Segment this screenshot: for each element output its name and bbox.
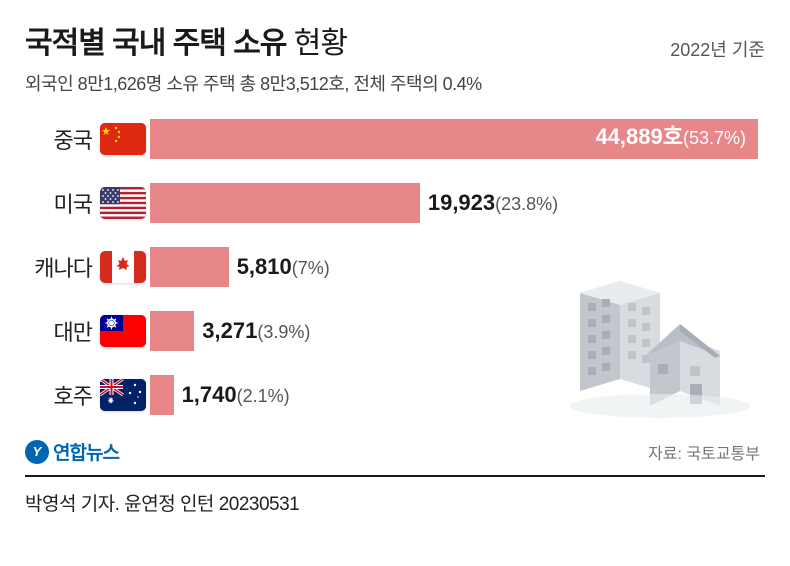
- subtitle: 외국인 8만1,626명 소유 주택 총 8만3,512호, 전체 주택의 0.…: [25, 70, 765, 96]
- source-label: 자료: 국토교통부: [648, 440, 760, 464]
- value-label: 5,810(7%): [237, 254, 330, 280]
- bar-chart: 중국 44,889호(53.7%) 미국 19,923(23.8%) 캐나다 5,810(…: [25, 118, 765, 416]
- flag-icon: [100, 251, 146, 283]
- bar: [150, 183, 420, 223]
- flag-icon: [100, 379, 146, 411]
- bar: [150, 375, 174, 415]
- bar: [150, 311, 194, 351]
- page-title: 국적별 국내 주택 소유 현황: [25, 18, 347, 62]
- value-label: 44,889호(53.7%): [595, 119, 746, 151]
- flag-icon: [100, 315, 146, 347]
- footer-row: Y 연합뉴스 자료: 국토교통부: [25, 438, 765, 465]
- bar: [150, 247, 229, 287]
- value-label: 1,740(2.1%): [182, 382, 290, 408]
- value-label: 19,923(23.8%): [428, 190, 558, 216]
- country-label: 캐나다: [25, 251, 100, 283]
- header-row: 국적별 국내 주택 소유 현황 2022년 기준: [25, 18, 765, 62]
- chart-row: 호주 1,740(2.1%): [25, 374, 765, 416]
- chart-row: 중국 44,889호(53.7%): [25, 118, 765, 160]
- value-label: 3,271(3.9%): [202, 318, 310, 344]
- bar: 44,889호(53.7%): [150, 119, 758, 159]
- bar-wrap: 1,740(2.1%): [150, 375, 765, 415]
- country-label: 호주: [25, 379, 100, 411]
- country-label: 미국: [25, 187, 100, 219]
- news-logo: Y 연합뉴스: [25, 438, 119, 465]
- chart-row: 캐나다 5,810(7%): [25, 246, 765, 288]
- country-label: 중국: [25, 123, 100, 155]
- bar-wrap: 19,923(23.8%): [150, 183, 765, 223]
- year-label: 2022년 기준: [670, 36, 765, 62]
- bar-wrap: 44,889호(53.7%): [150, 119, 765, 159]
- logo-text: 연합뉴스: [53, 438, 119, 465]
- chart-row: 대만 3,271(3.9%): [25, 310, 765, 352]
- bar-wrap: 5,810(7%): [150, 247, 765, 287]
- logo-icon: Y: [25, 440, 49, 464]
- title-bold: 국적별 국내 주택 소유: [25, 27, 286, 60]
- credit: 박영석 기자. 윤연정 인턴 20230531: [0, 477, 790, 516]
- flag-icon: [100, 187, 146, 219]
- bar-wrap: 3,271(3.9%): [150, 311, 765, 351]
- country-label: 대만: [25, 315, 100, 347]
- title-light: 현황: [286, 27, 347, 60]
- flag-icon: [100, 123, 146, 155]
- chart-row: 미국 19,923(23.8%): [25, 182, 765, 224]
